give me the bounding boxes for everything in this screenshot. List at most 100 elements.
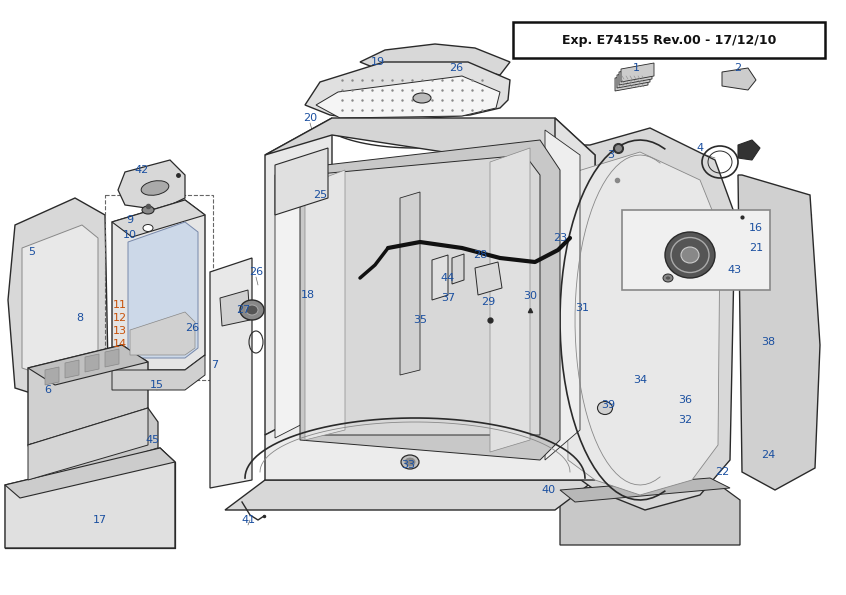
Text: 10: 10 <box>123 230 137 240</box>
Text: 24: 24 <box>761 450 775 460</box>
Polygon shape <box>8 198 108 408</box>
Ellipse shape <box>246 305 258 315</box>
Text: 8: 8 <box>76 313 84 323</box>
Polygon shape <box>28 408 148 480</box>
Ellipse shape <box>666 276 671 280</box>
Polygon shape <box>5 448 175 548</box>
Text: 36: 36 <box>678 395 692 405</box>
Polygon shape <box>722 68 756 90</box>
Polygon shape <box>112 355 205 390</box>
Text: 41: 41 <box>241 515 255 525</box>
Text: 35: 35 <box>413 315 427 325</box>
Polygon shape <box>545 130 580 460</box>
Text: 19: 19 <box>371 57 385 67</box>
Text: 18: 18 <box>301 290 315 300</box>
Text: 9: 9 <box>126 215 134 225</box>
Text: 3: 3 <box>607 150 614 160</box>
Polygon shape <box>490 148 530 452</box>
Polygon shape <box>560 478 730 502</box>
Polygon shape <box>621 63 654 82</box>
Polygon shape <box>300 140 560 460</box>
Ellipse shape <box>141 181 169 195</box>
Polygon shape <box>305 170 345 440</box>
Text: 26: 26 <box>249 267 263 277</box>
Polygon shape <box>275 148 328 215</box>
Polygon shape <box>28 408 158 485</box>
Text: 25: 25 <box>313 190 327 200</box>
Polygon shape <box>210 258 252 488</box>
Text: 27: 27 <box>236 305 250 315</box>
Polygon shape <box>220 290 250 326</box>
Polygon shape <box>38 358 82 400</box>
Text: 32: 32 <box>678 415 692 425</box>
Polygon shape <box>565 152 720 495</box>
Ellipse shape <box>413 93 431 103</box>
Text: 26: 26 <box>185 323 199 333</box>
Text: 14: 14 <box>113 339 127 349</box>
Polygon shape <box>560 478 740 545</box>
Polygon shape <box>5 448 175 498</box>
Text: 45: 45 <box>145 435 159 445</box>
Text: 11: 11 <box>113 300 127 310</box>
Ellipse shape <box>597 402 613 415</box>
Polygon shape <box>360 44 510 75</box>
Text: 1: 1 <box>633 63 640 73</box>
Text: 42: 42 <box>135 165 149 175</box>
Text: 31: 31 <box>575 303 589 313</box>
Text: 15: 15 <box>150 380 164 390</box>
Ellipse shape <box>240 300 264 320</box>
Polygon shape <box>112 200 205 370</box>
Text: 2: 2 <box>734 63 742 73</box>
Text: 21: 21 <box>749 243 763 253</box>
Text: 44: 44 <box>441 273 455 283</box>
Text: 43: 43 <box>727 265 741 275</box>
Polygon shape <box>452 254 464 284</box>
Polygon shape <box>615 72 648 91</box>
Text: 26: 26 <box>449 63 463 73</box>
Text: 12: 12 <box>113 313 127 323</box>
Text: 4: 4 <box>696 143 704 153</box>
Text: 22: 22 <box>715 467 729 477</box>
Polygon shape <box>265 118 332 435</box>
Text: 20: 20 <box>303 113 317 123</box>
Polygon shape <box>738 140 760 160</box>
Text: 39: 39 <box>601 400 615 410</box>
Polygon shape <box>128 222 198 358</box>
Text: 7: 7 <box>212 360 218 370</box>
Text: 34: 34 <box>633 375 647 385</box>
Text: 37: 37 <box>441 293 455 303</box>
Polygon shape <box>560 128 735 510</box>
Text: 33: 33 <box>401 460 415 470</box>
Polygon shape <box>130 312 195 355</box>
Text: 5: 5 <box>29 247 36 257</box>
Ellipse shape <box>401 455 419 469</box>
Text: 16: 16 <box>749 223 763 233</box>
Polygon shape <box>400 192 420 375</box>
Text: 40: 40 <box>541 485 555 495</box>
Ellipse shape <box>665 232 715 278</box>
Polygon shape <box>265 118 595 175</box>
Ellipse shape <box>405 458 415 466</box>
Polygon shape <box>28 345 148 445</box>
Text: 13: 13 <box>113 326 127 336</box>
Text: 30: 30 <box>523 291 537 301</box>
Text: 17: 17 <box>93 515 107 525</box>
Polygon shape <box>265 400 595 480</box>
Text: 23: 23 <box>553 233 567 243</box>
Polygon shape <box>112 200 205 237</box>
Polygon shape <box>617 69 650 88</box>
Ellipse shape <box>681 247 699 263</box>
Polygon shape <box>85 354 99 372</box>
Text: 29: 29 <box>481 297 495 307</box>
Bar <box>622 210 770 290</box>
Polygon shape <box>118 160 185 210</box>
Polygon shape <box>225 480 595 510</box>
Polygon shape <box>619 66 652 85</box>
Polygon shape <box>308 155 540 435</box>
Polygon shape <box>38 388 65 418</box>
Polygon shape <box>45 367 59 385</box>
Ellipse shape <box>663 274 673 282</box>
Bar <box>513 22 825 58</box>
Text: 38: 38 <box>761 337 775 347</box>
Text: 6: 6 <box>45 385 52 395</box>
